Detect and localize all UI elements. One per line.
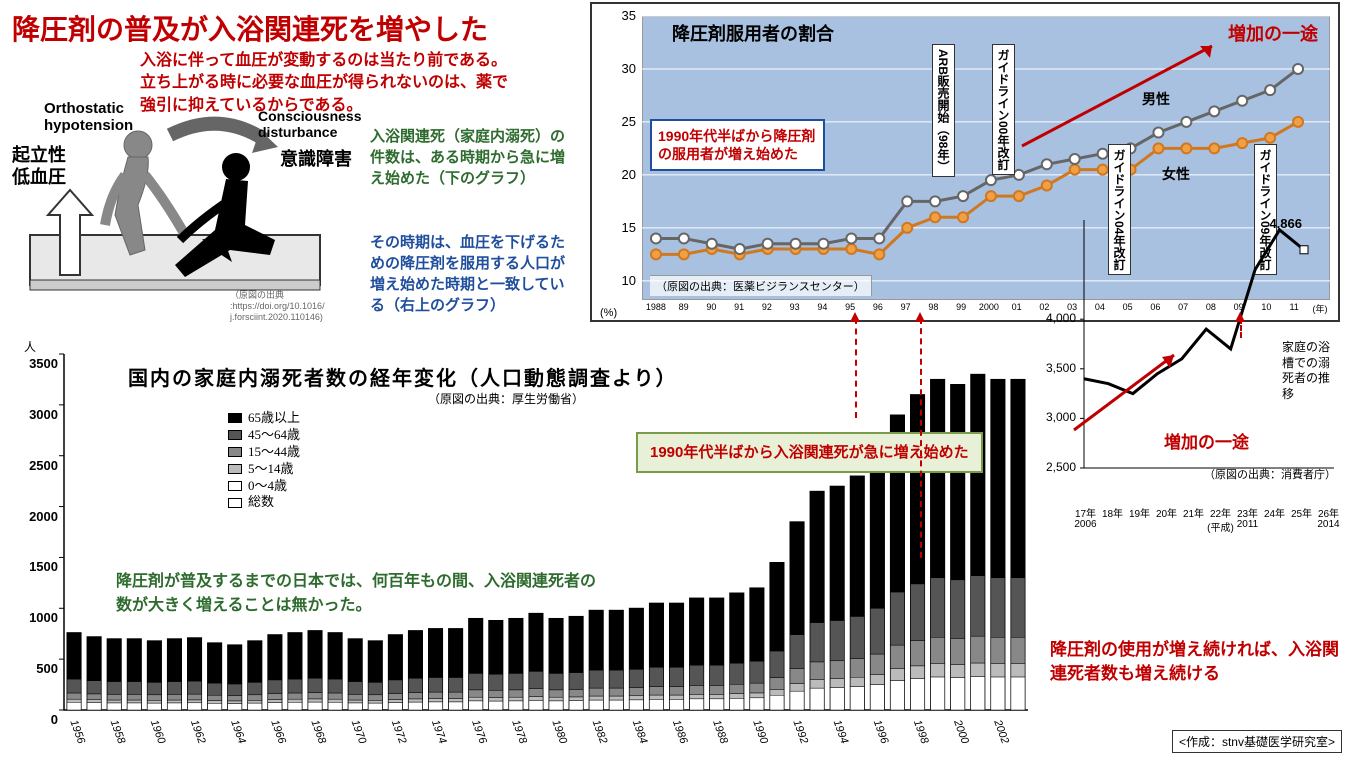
right-red-label: 増加の一途 <box>1164 428 1249 453</box>
ortho-en: Orthostatichypotension <box>44 100 133 134</box>
green-commentary: 入浴関連死（家庭内溺死）の件数は、ある時期から急に増え始めた（下のグラフ） <box>370 126 570 189</box>
female-label: 女性 <box>1162 164 1190 184</box>
svg-text:1980: 1980 <box>549 718 569 746</box>
diagram-source: （原図の出典:https://doi.org/10.1016/j.forscii… <box>230 290 325 322</box>
ortho-jp: 起立性低血圧 <box>12 145 66 188</box>
bottom-y-unit: 人 <box>24 338 36 355</box>
svg-text:1960: 1960 <box>148 718 168 746</box>
drowning-deaths-chart: 1956 1958 1960 1962 1964 1966 1968 1970 1972 1974… <box>8 340 1038 750</box>
svg-text:1974: 1974 <box>429 718 449 745</box>
bottom-chart-title: 国内の家庭内溺死者数の経年変化（人口動態調査より） <box>128 362 678 391</box>
consc-en: Consciousnessdisturbance <box>258 108 361 140</box>
credit: <作成：stnv基礎医学研究室> <box>1172 730 1342 753</box>
svg-text:1956: 1956 <box>67 718 87 746</box>
bathtub-deaths-trend-chart: 2,5003,0003,5004,000 4,866 家庭の浴槽での溺死者の推移… <box>1044 210 1342 520</box>
consc-jp: 意識障害 <box>280 145 352 171</box>
svg-text:1958: 1958 <box>108 718 128 746</box>
svg-text:1976: 1976 <box>469 718 489 746</box>
svg-text:1978: 1978 <box>509 718 529 746</box>
top-chart-source: （原図の出典：医薬ビジランスセンター） <box>650 275 872 296</box>
svg-text:1962: 1962 <box>188 718 208 745</box>
svg-text:1992: 1992 <box>790 718 810 745</box>
svg-text:2000: 2000 <box>951 717 971 746</box>
svg-text:2002: 2002 <box>991 717 1011 745</box>
bottom-green-text: 降圧剤が普及するまでの日本では、何百年もの間、入浴関連死者の数が大きく増えること… <box>116 570 596 618</box>
svg-text:1984: 1984 <box>630 718 650 745</box>
svg-text:1982: 1982 <box>590 718 610 745</box>
y-unit: (%) <box>600 307 617 319</box>
svg-text:1972: 1972 <box>389 718 409 745</box>
right-source: （原図の出典：消費者庁） <box>1204 466 1336 482</box>
svg-text:1988: 1988 <box>710 718 730 746</box>
bottom-legend: 65歳以上45～64歳15～44歳5～14歳0～4歳総数 <box>228 410 300 511</box>
main-title: 降圧剤の普及が入浴関連死を増やした <box>12 8 488 48</box>
bottom-callout: 1990年代半ばから入浴関連死が急に増え始めた <box>636 432 983 473</box>
male-label: 男性 <box>1142 89 1170 109</box>
top-chart-callout: 1990年代半ばから降圧剤の服用者が増え始めた <box>650 119 825 171</box>
right-side-label: 家庭の浴槽での溺死者の推移 <box>1282 340 1338 402</box>
svg-text:1990: 1990 <box>750 718 770 746</box>
svg-text:1964: 1964 <box>228 718 248 745</box>
bottom-chart-subtitle: （原図の出典：厚生労働省） <box>428 390 584 407</box>
peak-value: 4,866 <box>1269 216 1302 231</box>
svg-text:1998: 1998 <box>911 718 931 746</box>
svg-text:1966: 1966 <box>268 718 288 746</box>
blue-commentary: その時期は、血圧を下げるための降圧剤を服用する人口が増え始めた時期と一致している… <box>370 232 570 316</box>
svg-text:1968: 1968 <box>308 718 328 746</box>
svg-text:1986: 1986 <box>670 718 690 746</box>
svg-text:1994: 1994 <box>831 718 851 745</box>
conclusion: 降圧剤の使用が増え続ければ、入浴関連死者数も増え続ける <box>1050 638 1340 686</box>
svg-text:1970: 1970 <box>349 718 369 746</box>
svg-text:1996: 1996 <box>871 718 891 746</box>
